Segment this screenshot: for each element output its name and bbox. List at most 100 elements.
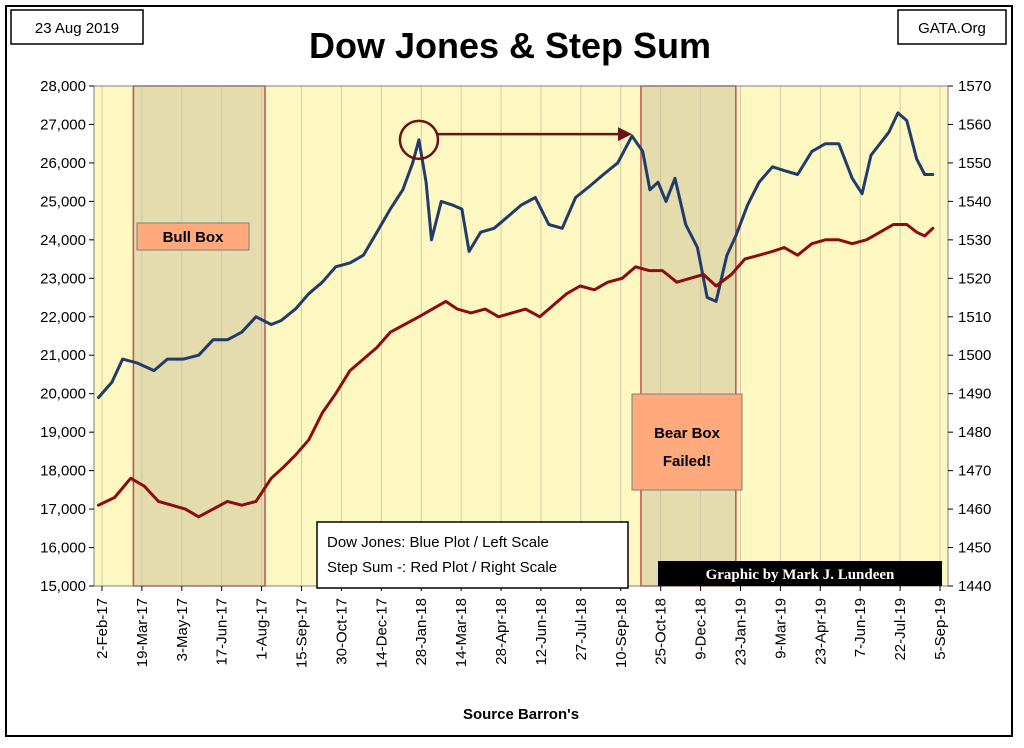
- step-point-42: [676, 281, 678, 283]
- x-tick-label-14: 25-Oct-18: [653, 598, 670, 665]
- left-axis-ticks: 15,000 16,000 17,000 18,000 19,000 20,000 21,0…: [40, 78, 94, 595]
- dow-point-45: [657, 181, 659, 183]
- peak-circle: [398, 119, 440, 161]
- step-point-19: [362, 358, 365, 360]
- dow-point-17: [335, 266, 337, 268]
- y-left-tick-label-10: 25,000: [40, 193, 86, 210]
- x-tick-label-13: 10-Sep-18: [613, 598, 630, 668]
- step-point-34: [566, 293, 568, 295]
- dow-point-67: [897, 112, 899, 114]
- step-point-2: [130, 477, 132, 479]
- dow-point-11: [255, 316, 257, 318]
- dow-point-51: [715, 300, 717, 302]
- x-tick-label-0: 2-Feb-17: [94, 598, 111, 659]
- dow-point-19: [362, 254, 365, 256]
- dow-point-70: [924, 173, 926, 176]
- dow-point-13: [280, 320, 282, 322]
- dow-point-12: [270, 323, 272, 326]
- dow-point-71: [932, 173, 934, 176]
- step-point-12: [270, 477, 272, 479]
- dow-point-4: [153, 370, 155, 372]
- bull-box-label-bg: [136, 222, 250, 251]
- dow-point-6: [182, 358, 185, 360]
- dow-point-35: [534, 196, 536, 199]
- y-left-tick-label-4: 19,000: [40, 424, 86, 441]
- y-right-tick-label-6: 1500: [958, 347, 991, 364]
- y-left-tick-label-0: 15,000: [40, 578, 86, 595]
- y-left-tick-label-6: 21,000: [40, 347, 86, 364]
- dow-point-25: [425, 181, 427, 183]
- step-point-23: [418, 316, 420, 318]
- dow-point-48: [685, 223, 687, 226]
- x-axis-label: Source Barron's: [463, 706, 579, 723]
- step-point-41: [661, 270, 664, 272]
- step-point-30: [511, 312, 513, 314]
- step-point-49: [771, 250, 774, 252]
- dow-point-56: [771, 166, 774, 168]
- dow-point-46: [665, 200, 667, 202]
- bear-box-label-bg: [631, 393, 743, 491]
- dow-point-59: [811, 150, 813, 152]
- step-point-26: [456, 308, 459, 310]
- step-point-15: [308, 439, 310, 441]
- step-point-35: [579, 285, 581, 287]
- step-point-54: [838, 239, 840, 241]
- step-point-29: [498, 316, 500, 318]
- dow-point-7: [198, 354, 200, 356]
- step-point-11: [255, 500, 257, 502]
- dow-point-54: [746, 204, 749, 206]
- step-point-25: [445, 300, 447, 302]
- dow-point-49: [696, 246, 698, 249]
- x-axis-ticks: 2-Feb-17 19-Mar-17 3-May-17 17-Jun-17 1-Aug-…: [94, 586, 949, 668]
- chart-title: Dow Jones & Step Sum: [309, 25, 711, 66]
- dow-point-65: [879, 143, 881, 145]
- y-right-tick-label-9: 1530: [958, 232, 991, 249]
- dow-point-57: [783, 170, 785, 172]
- dow-point-0: [97, 396, 100, 399]
- step-point-52: [811, 243, 813, 245]
- x-tick-label-18: 23-Apr-19: [812, 598, 829, 665]
- dow-point-44: [649, 189, 651, 191]
- legend-box: [316, 521, 629, 589]
- dow-point-5: [166, 358, 169, 360]
- step-point-17: [335, 393, 337, 395]
- step-point-38: [621, 277, 623, 279]
- x-tick-label-8: 28-Jan-18: [413, 598, 430, 666]
- dow-point-2: [122, 358, 124, 360]
- dow-point-37: [561, 227, 563, 229]
- step-point-27: [470, 312, 472, 314]
- x-tick-label-2: 3-May-17: [174, 598, 191, 661]
- dow-point-36: [548, 223, 550, 226]
- step-point-6: [184, 508, 186, 510]
- x-tick-label-4: 1-Aug-17: [254, 598, 271, 660]
- y-right-tick-label-5: 1490: [958, 386, 991, 403]
- vertical-gridlines: [101, 86, 941, 586]
- dow-point-32: [493, 227, 495, 229]
- dow-point-3: [136, 362, 138, 364]
- dow-point-64: [870, 154, 872, 156]
- step-point-57: [879, 231, 881, 233]
- dow-point-22: [402, 189, 404, 191]
- dow-point-63: [861, 193, 863, 195]
- step-point-10: [241, 504, 243, 506]
- step-point-60: [916, 231, 918, 233]
- dow-point-10: [241, 331, 243, 333]
- bear-box-label-line1: Bear Box: [654, 425, 721, 442]
- x-tick-label-11: 12-Jun-18: [533, 598, 550, 666]
- y-left-tick-label-12: 27,000: [40, 116, 86, 133]
- x-tick-label-12: 27-Jul-18: [573, 598, 590, 661]
- y-left-tick-label-8: 23,000: [40, 270, 86, 287]
- step-point-36: [593, 289, 596, 291]
- y-left-tick-label-13: 28,000: [40, 78, 86, 95]
- dow-point-21: [389, 208, 391, 210]
- dow-point-24: [418, 139, 420, 141]
- step-point-44: [703, 273, 705, 276]
- dow-point-41: [617, 162, 619, 164]
- x-tick-label-15: 9-Dec-18: [693, 598, 710, 660]
- dow-point-53: [735, 235, 737, 237]
- step-point-13: [283, 466, 285, 468]
- y-left-tick-label-2: 17,000: [40, 501, 86, 518]
- y-right-tick-label-3: 1470: [958, 463, 991, 480]
- step-point-0: [97, 504, 100, 506]
